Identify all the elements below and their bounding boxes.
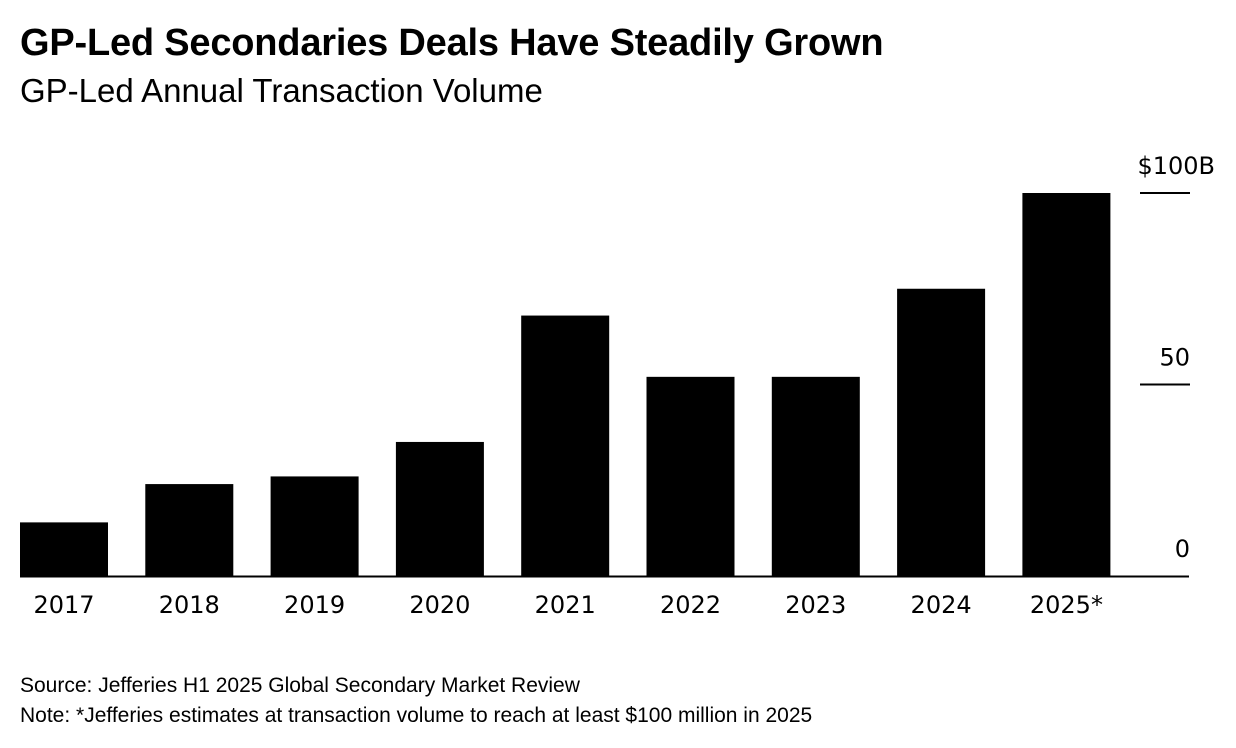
bar-2019	[270, 476, 359, 576]
x-tick-label: 2017	[33, 591, 94, 619]
bar-2022	[646, 376, 735, 576]
x-tick-label: 2020	[409, 591, 470, 619]
x-tick-label: 2024	[911, 591, 972, 619]
bar-2017	[20, 522, 108, 576]
x-tick-label: 2023	[785, 591, 846, 619]
bar-2025	[1022, 193, 1111, 576]
footnote: Note: *Jefferies estimates at transactio…	[20, 704, 813, 727]
x-tick-label: 2022	[660, 591, 721, 619]
x-tick-label: 2025*	[1030, 591, 1103, 619]
chart-subtitle: GP-Led Annual Transaction Volume	[20, 72, 543, 109]
x-tick-label: 2019	[284, 591, 345, 619]
bar-2021	[521, 315, 610, 576]
y-tick-label: 50	[1159, 344, 1190, 372]
bar-2018	[145, 484, 234, 576]
y-tick-label: 0	[1175, 535, 1190, 563]
y-tick-label: $100B	[1137, 152, 1215, 180]
bar-2024	[897, 288, 986, 576]
bar-2023	[771, 376, 860, 576]
source-note: Source: Jefferies H1 2025 Global Seconda…	[20, 674, 580, 697]
chart-title: GP-Led Secondaries Deals Have Steadily G…	[20, 22, 884, 64]
x-tick-label: 2018	[159, 591, 220, 619]
bar-2020	[395, 441, 484, 576]
x-tick-label: 2021	[535, 591, 596, 619]
